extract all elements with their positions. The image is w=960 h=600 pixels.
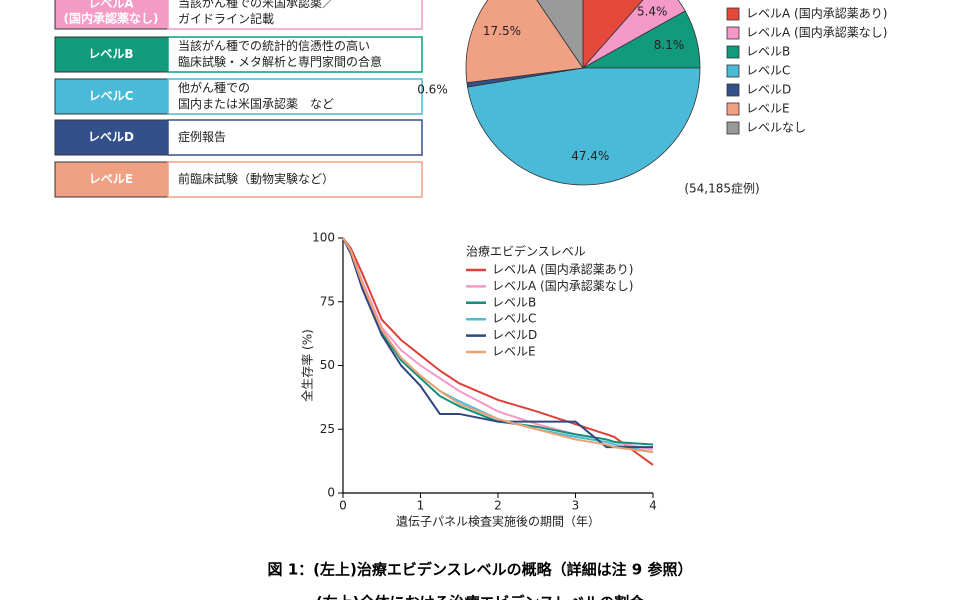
pie-annotation: (54,185症例) bbox=[684, 181, 759, 196]
legend-label: レベルA (国内承認薬なし) bbox=[492, 278, 633, 293]
legend-label: レベルA (国内承認薬なし) bbox=[746, 25, 887, 40]
pie-value-label: 0.6% bbox=[417, 82, 448, 96]
survival-curve bbox=[342, 237, 654, 466]
survival-curve bbox=[342, 237, 654, 454]
level-description-box bbox=[167, 0, 423, 30]
level-label: レベルA bbox=[88, 0, 134, 11]
y-tick-label: 75 bbox=[320, 294, 335, 308]
level-label: (国内承認薬なし) bbox=[64, 11, 159, 26]
x-tick-label: 0 bbox=[339, 499, 347, 513]
y-tick-label: 25 bbox=[320, 422, 335, 436]
level-label: レベルB bbox=[88, 47, 133, 61]
legend-label: レベルC bbox=[492, 312, 536, 326]
level-description: 当該がん種での統計的信憑性の高い bbox=[178, 38, 370, 53]
level-label: レベルC bbox=[89, 89, 134, 103]
legend-swatch bbox=[726, 26, 740, 40]
legend-label: レベルD bbox=[746, 83, 791, 97]
x-tick-label: 2 bbox=[494, 499, 502, 513]
level-description: 他がん種での bbox=[178, 80, 250, 95]
level-description: 当該がん種での米国承認薬／ bbox=[178, 0, 334, 10]
legend-label: レベルE bbox=[746, 102, 790, 116]
level-description-box bbox=[167, 36, 423, 73]
legend-swatch bbox=[726, 45, 740, 59]
caption: (右上)全体における治療エビデンスレベルの割合 bbox=[316, 594, 645, 600]
pie-value-label: 47.4% bbox=[571, 149, 609, 163]
legend-label: レベルB bbox=[492, 295, 536, 309]
pie-value-label: 17.5% bbox=[483, 24, 521, 38]
legend-label: レベルなし bbox=[746, 121, 806, 135]
legend-swatch bbox=[726, 83, 740, 97]
level-description-box bbox=[167, 78, 423, 115]
x-tick-label: 1 bbox=[417, 499, 425, 513]
level-description: 前臨床試験（動物実験など） bbox=[178, 171, 334, 186]
level-description-box bbox=[167, 119, 423, 156]
x-tick-label: 4 bbox=[649, 499, 657, 513]
pie-slice bbox=[536, 0, 584, 70]
legend-swatch bbox=[726, 121, 740, 135]
level-label-box bbox=[54, 36, 169, 73]
level-description: ガイドライン記載 bbox=[178, 11, 274, 26]
legend-label: レベルC bbox=[746, 64, 790, 78]
level-label-box bbox=[54, 0, 169, 30]
legend-title: 治療エビデンスレベル bbox=[466, 244, 586, 259]
legend-label: レベルE bbox=[492, 345, 536, 359]
y-axis-label: 全生存率 (%) bbox=[300, 329, 315, 402]
legend-label: レベルA (国内承認薬あり) bbox=[492, 262, 633, 277]
pie-slice bbox=[465, 0, 584, 84]
legend-swatch bbox=[726, 102, 740, 116]
y-tick-label: 50 bbox=[320, 358, 335, 372]
level-label: レベルE bbox=[89, 172, 133, 186]
caption: 図 1：(左上)治療エビデンスレベルの概略（詳細は注 9 参照） bbox=[268, 561, 693, 579]
level-description: 臨床試験・メタ解析と専門家間の合意 bbox=[178, 54, 382, 69]
legend-label: レベルA (国内承認薬あり) bbox=[746, 6, 887, 21]
x-axis-label: 遺伝子パネル検査実施後の期間（年） bbox=[396, 514, 600, 529]
level-description: 症例報告 bbox=[178, 129, 226, 144]
pie-value-label: 8.1% bbox=[654, 38, 685, 52]
level-label: レベルD bbox=[88, 130, 134, 144]
legend-label: レベルD bbox=[492, 328, 537, 342]
level-description: 国内または米国承認薬 など bbox=[178, 96, 334, 111]
y-tick-label: 100 bbox=[312, 231, 335, 245]
level-description-box bbox=[167, 161, 423, 198]
y-tick-label: 0 bbox=[327, 486, 335, 500]
legend-label: レベルB bbox=[746, 45, 790, 59]
pie-value-label: 5.4% bbox=[637, 5, 668, 19]
pie-slice bbox=[467, 67, 701, 186]
level-label-box bbox=[54, 161, 169, 198]
x-tick-label: 3 bbox=[572, 499, 580, 513]
legend-swatch bbox=[726, 7, 740, 21]
legend-swatch bbox=[726, 64, 740, 78]
